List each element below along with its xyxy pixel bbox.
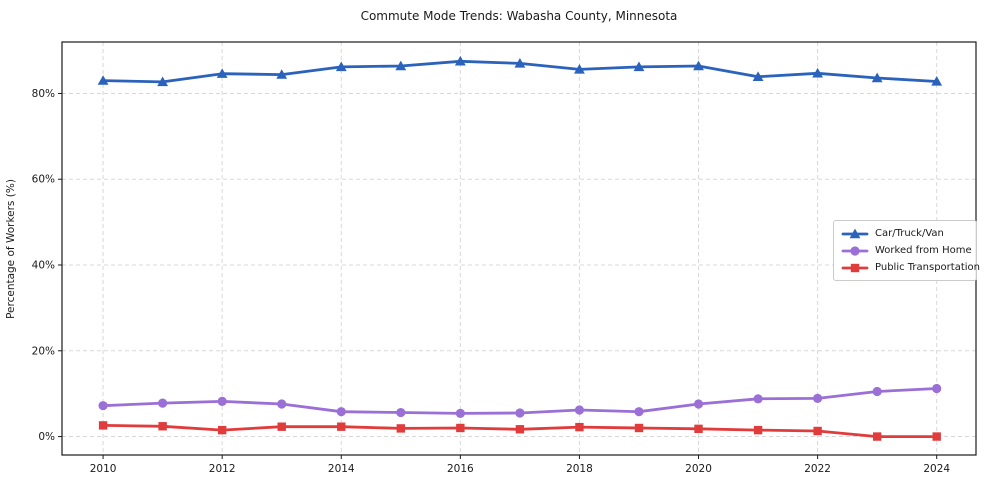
- data-point-worked-from-home-2021: [753, 394, 763, 404]
- legend-entry-public-transportation: Public Transportation: [841, 260, 980, 275]
- data-point-worked-from-home-2024: [932, 383, 942, 394]
- data-point-worked-from-home-2011: [158, 398, 168, 408]
- x-tick-label-2024: 2024: [923, 463, 950, 475]
- legend-swatch-circle-icon: [841, 245, 869, 256]
- data-point-car-truck-van-2018: [574, 64, 585, 74]
- data-point-worked-from-home-2018: [574, 405, 585, 415]
- data-point-car-truck-van-2016: [454, 55, 466, 66]
- y-tick-label-80: 80%: [32, 88, 55, 100]
- legend-label: Worked from Home: [875, 245, 972, 256]
- data-point-worked-from-home-2013: [277, 399, 287, 409]
- data-point-car-truck-van-2011: [157, 76, 169, 87]
- data-point-public-transportation-2018: [575, 422, 584, 432]
- axis-ticks: 2010 2012 2014 2016 2018 2020 2022 2024 0% 20% 40%…: [32, 88, 951, 475]
- data-point-car-truck-van-2010: [97, 75, 109, 85]
- data-point-worked-from-home-2019: [634, 407, 644, 417]
- data-point-car-truck-van-2022: [812, 67, 824, 78]
- data-point-public-transportation-2013: [277, 422, 286, 431]
- data-point-worked-from-home-2020: [693, 399, 704, 409]
- series-car-truck-van: [97, 55, 943, 87]
- legend-marker-circle: [850, 245, 860, 256]
- data-point-car-truck-van-2015: [395, 60, 407, 71]
- x-tick-label-2022: 2022: [804, 463, 831, 475]
- legend-swatch-square-icon: [841, 263, 869, 272]
- data-point-public-transportation-2014: [337, 422, 346, 431]
- data-point-car-truck-van-2017: [514, 58, 526, 68]
- x-tick-label-2020: 2020: [685, 463, 712, 475]
- data-point-worked-from-home-2016: [455, 408, 465, 418]
- data-point-worked-from-home-2014: [336, 407, 346, 417]
- legend-entry-worked-from-home: Worked from Home: [841, 243, 972, 258]
- data-point-car-truck-van-2012: [216, 68, 228, 78]
- data-point-public-transportation-2019: [634, 423, 644, 433]
- series-public-transportation: [98, 421, 941, 441]
- legend-swatch-triangle-icon: [841, 228, 869, 238]
- data-point-car-truck-van-2013: [276, 69, 288, 79]
- y-tick-label-60: 60%: [32, 174, 55, 186]
- x-tick-label-2012: 2012: [209, 463, 236, 475]
- data-point-car-truck-van-2014: [335, 61, 347, 72]
- data-point-worked-from-home-2022: [813, 393, 823, 403]
- y-tick-label-20: 20%: [32, 345, 55, 357]
- data-point-public-transportation-2011: [158, 422, 167, 431]
- legend-label: Public Transportation: [875, 262, 980, 273]
- chart-title: Commute Mode Trends: Wabasha County, Min…: [360, 9, 678, 23]
- legend-marker-square: [850, 263, 860, 272]
- x-tick-label-2018: 2018: [566, 463, 593, 475]
- x-tick-label-2016: 2016: [447, 463, 474, 475]
- series-worked-from-home: [98, 383, 942, 418]
- data-point-public-transportation-2021: [753, 425, 763, 435]
- data-point-public-transportation-2012: [217, 425, 227, 435]
- data-point-worked-from-home-2010: [98, 401, 108, 411]
- data-point-car-truck-van-2020: [693, 60, 704, 71]
- legend-marker-triangle: [849, 228, 861, 238]
- data-point-public-transportation-2024: [932, 432, 941, 441]
- data-point-public-transportation-2016: [456, 423, 465, 433]
- data-point-public-transportation-2022: [813, 426, 822, 436]
- data-point-public-transportation-2023: [872, 432, 882, 441]
- legend-label: Car/Truck/Van: [875, 228, 944, 239]
- data-point-car-truck-van-2019: [633, 61, 645, 72]
- data-point-public-transportation-2010: [98, 421, 108, 430]
- data-point-car-truck-van-2024: [931, 76, 943, 86]
- data-point-worked-from-home-2017: [515, 408, 525, 418]
- y-tick-label-40: 40%: [32, 260, 55, 272]
- y-tick-label-0: 0%: [38, 431, 55, 443]
- data-point-public-transportation-2017: [515, 425, 525, 434]
- data-point-public-transportation-2020: [694, 424, 703, 434]
- data-point-worked-from-home-2015: [396, 407, 406, 418]
- x-tick-label-2014: 2014: [328, 463, 355, 475]
- data-point-car-truck-van-2023: [871, 72, 883, 83]
- legend-entry-car-truck-van: Car/Truck/Van: [841, 226, 970, 241]
- data-point-public-transportation-2015: [396, 424, 406, 433]
- data-point-car-truck-van-2021: [752, 71, 764, 81]
- data-point-worked-from-home-2023: [872, 386, 882, 397]
- data-point-worked-from-home-2012: [217, 396, 227, 406]
- x-tick-label-2010: 2010: [90, 463, 117, 475]
- legend: Car/Truck/Van Worked from Home Public Tr…: [833, 220, 980, 281]
